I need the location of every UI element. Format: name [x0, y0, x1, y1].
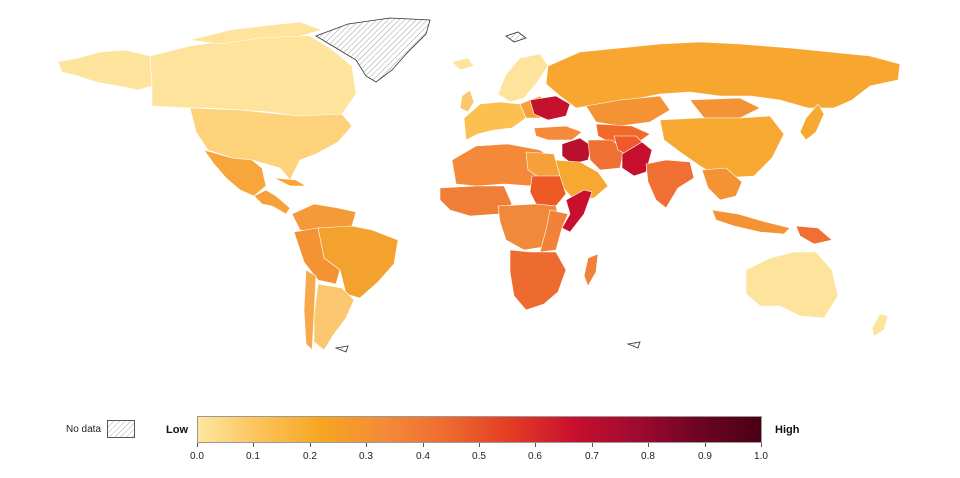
map-region-west-africa[interactable] [439, 185, 513, 217]
map-region-uk[interactable] [459, 89, 475, 113]
map-region-somalia[interactable] [561, 189, 593, 233]
map-region-new-zealand[interactable] [871, 313, 889, 337]
map-region-mexico[interactable] [203, 149, 267, 197]
scale-tick [310, 443, 311, 447]
scale-tick-label: 1.0 [754, 451, 768, 462]
color-scale-ticks: 0.0 0.1 0.2 0.3 0.4 0.5 0.6 0.7 0.8 0.9 1.0 [190, 443, 768, 473]
scale-tick-label: 0.9 [698, 451, 712, 462]
map-region-russia[interactable] [545, 41, 901, 109]
map-region-china[interactable] [659, 115, 785, 179]
scale-tick-label: 0.7 [585, 451, 599, 462]
map-region-iran[interactable] [587, 139, 625, 171]
scale-high-label: High [775, 424, 800, 436]
no-data-label: No data [66, 423, 102, 435]
map-region-central-america[interactable] [253, 189, 291, 215]
scale-tick [705, 443, 706, 447]
map-region-australia[interactable] [745, 251, 839, 319]
map-region-greenland[interactable] [315, 17, 431, 83]
scale-tick-label: 0.4 [416, 451, 430, 462]
map-region-indonesia[interactable] [711, 209, 791, 235]
map-region-cuba[interactable] [273, 177, 307, 187]
scale-tick-label: 0.8 [641, 451, 655, 462]
scale-tick [366, 443, 367, 447]
scale-tick [197, 443, 198, 447]
world-map [57, 17, 901, 353]
map-region-pakistan[interactable] [621, 141, 653, 177]
scale-tick [535, 443, 536, 447]
color-scale-bar [197, 416, 762, 443]
scale-tick [761, 443, 762, 447]
map-region-argentina[interactable] [313, 283, 355, 351]
scale-tick [253, 443, 254, 447]
scale-tick-label: 0.0 [190, 451, 204, 462]
map-region-sudan[interactable] [529, 175, 567, 207]
scale-tick-label: 0.5 [472, 451, 486, 462]
map-region-alaska[interactable] [57, 49, 153, 91]
scale-low-label: Low [166, 424, 188, 436]
map-region-western-europe[interactable] [463, 101, 527, 141]
map-region-usa[interactable] [189, 107, 353, 181]
map-region-turkey[interactable] [533, 125, 583, 141]
map-region-antarctic-islands[interactable] [334, 341, 641, 353]
map-region-kazakhstan[interactable] [585, 95, 671, 127]
scale-tick-label: 0.1 [246, 451, 260, 462]
map-region-iraq[interactable] [561, 137, 593, 165]
map-region-papua-new-guinea[interactable] [795, 225, 833, 245]
map-region-peru-bolivia[interactable] [293, 227, 341, 285]
map-region-east-africa[interactable] [539, 209, 569, 253]
map-region-scandinavia[interactable] [497, 53, 549, 103]
scale-tick [648, 443, 649, 447]
no-data-swatch [107, 420, 136, 438]
scale-tick-label: 0.3 [359, 451, 373, 462]
map-region-chile[interactable] [303, 269, 317, 351]
map-region-india[interactable] [645, 159, 695, 209]
scale-tick [423, 443, 424, 447]
map-region-japan[interactable] [799, 103, 825, 141]
map-region-canada[interactable] [149, 33, 357, 121]
map-region-canadian-arctic[interactable] [189, 21, 323, 45]
map-region-ukraine[interactable] [529, 95, 571, 121]
map-region-mongolia[interactable] [689, 97, 761, 119]
scale-tick [592, 443, 593, 447]
map-region-svalbard[interactable] [505, 31, 527, 43]
no-data-legend: No data [66, 420, 136, 438]
map-region-southeast-asia[interactable] [701, 167, 743, 201]
map-region-southern-africa[interactable] [509, 249, 567, 311]
scale-tick [479, 443, 480, 447]
scale-tick-label: 0.2 [303, 451, 317, 462]
map-region-madagascar[interactable] [583, 253, 599, 287]
scale-tick-label: 0.6 [528, 451, 542, 462]
map-region-iceland[interactable] [451, 57, 475, 71]
